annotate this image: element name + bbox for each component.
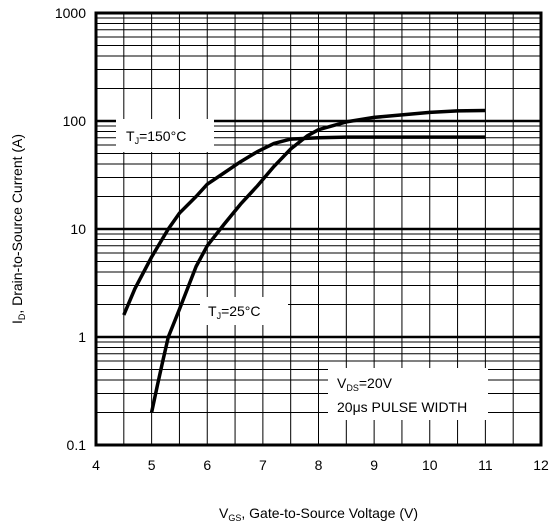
series-label-main: T bbox=[208, 303, 217, 319]
conditions-vds-main: V bbox=[337, 375, 347, 391]
series-label-sub: J bbox=[217, 311, 222, 321]
series-label-rest: =25°C bbox=[221, 303, 260, 319]
x-tick-label: 12 bbox=[533, 457, 549, 473]
x-axis-label-sub: GS bbox=[228, 513, 241, 523]
y-axis-label-rest: , Drain-to-Source Current (A) bbox=[9, 134, 25, 314]
conditions-annotation-box bbox=[328, 368, 488, 420]
series-label-box-tj-150c bbox=[116, 119, 214, 152]
x-axis-label-main: V bbox=[219, 505, 229, 521]
y-axis-label: ID, Drain-to-Source Current (A) bbox=[9, 134, 27, 324]
x-tick-label: 4 bbox=[92, 457, 100, 473]
x-axis-label-rest: , Gate-to-Source Voltage (V) bbox=[241, 505, 418, 521]
series-labels: TJ=150°CTJ=25°C bbox=[116, 119, 288, 325]
x-tick-label: 5 bbox=[148, 457, 156, 473]
plot-frame bbox=[94, 11, 543, 447]
x-tick-label: 9 bbox=[370, 457, 378, 473]
y-tick-label: 10 bbox=[70, 221, 86, 237]
conditions-vds-sub: DS bbox=[346, 383, 359, 393]
series-line-tj-150c bbox=[122, 135, 486, 316]
x-tick-label: 7 bbox=[259, 457, 267, 473]
series-label-rest: =150°C bbox=[139, 128, 186, 144]
y-axis-label-sub: D bbox=[17, 313, 27, 320]
x-tick-label: 11 bbox=[478, 457, 493, 473]
y-tick-label: 1000 bbox=[55, 5, 86, 21]
conditions-pulse-rest: s PULSE WIDTH bbox=[361, 399, 468, 415]
conditions-annotation: VDS=20V 20μs PULSE WIDTH bbox=[328, 368, 488, 420]
x-tick-label: 6 bbox=[203, 457, 211, 473]
series-label-tj-25c: TJ=25°C bbox=[208, 303, 261, 321]
x-axis-label: VGS, Gate-to-Source Voltage (V) bbox=[219, 505, 418, 523]
y-tick-label: 1 bbox=[78, 329, 86, 345]
y-axis-label-main: I bbox=[9, 320, 25, 324]
y-tick-label: 100 bbox=[63, 113, 87, 129]
x-tick-labels: 4 5 6 7 8 9 10 11 12 bbox=[92, 457, 549, 473]
x-tick-label: 8 bbox=[315, 457, 323, 473]
series-label-main: T bbox=[126, 128, 135, 144]
conditions-vds: VDS=20V bbox=[337, 375, 393, 393]
conditions-vds-rest: =20V bbox=[359, 375, 393, 391]
series-label-sub: J bbox=[135, 136, 140, 146]
x-tick-label: 10 bbox=[422, 457, 438, 473]
y-tick-labels: 0.1 1 10 100 1000 bbox=[55, 5, 86, 453]
conditions-pulse-pre: 20 bbox=[337, 399, 353, 415]
conditions-pulse-mu: μ bbox=[353, 399, 361, 415]
series-group bbox=[122, 108, 486, 413]
series-label-box-tj-25c bbox=[200, 297, 288, 325]
conditions-pulse-width: 20μs PULSE WIDTH bbox=[337, 399, 467, 415]
y-tick-label: 0.1 bbox=[67, 437, 87, 453]
series-line-tj-25c bbox=[149, 108, 486, 413]
series-label-tj-150c: TJ=150°C bbox=[126, 128, 186, 146]
